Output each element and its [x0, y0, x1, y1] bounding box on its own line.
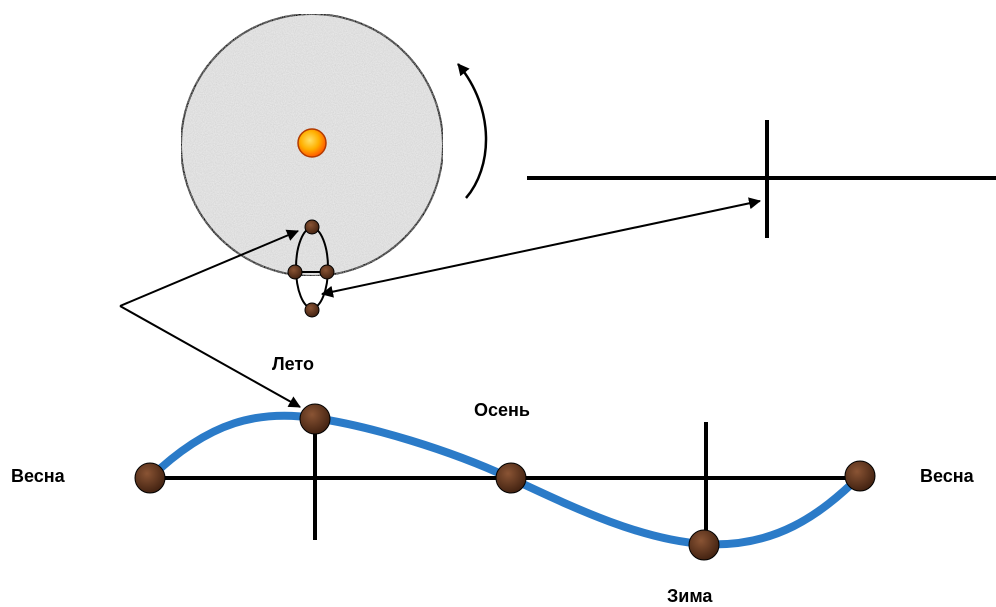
sun [297, 128, 327, 158]
link-arrow [321, 197, 761, 298]
pointer-arrow-down [119, 305, 301, 408]
orbit-planet-top [304, 219, 320, 235]
orbit-planet-left [287, 264, 303, 280]
orbit-planet-bottom [304, 302, 320, 318]
label-winter: Зима [667, 586, 713, 606]
rotation-arrow [457, 63, 488, 199]
planet-autumn [495, 462, 527, 494]
pointer-arrow-up [119, 229, 299, 307]
planet-spring-right [844, 460, 876, 492]
label-summer: Лето [272, 354, 314, 374]
planet-spring-left [134, 462, 166, 494]
label-autumn: Осень [474, 400, 530, 420]
label-spring-right: Весна [920, 466, 974, 486]
orbit-planet-right [319, 264, 335, 280]
planet-winter [688, 529, 720, 561]
label-spring-left: Весна [11, 466, 65, 486]
planet-summer [299, 403, 331, 435]
